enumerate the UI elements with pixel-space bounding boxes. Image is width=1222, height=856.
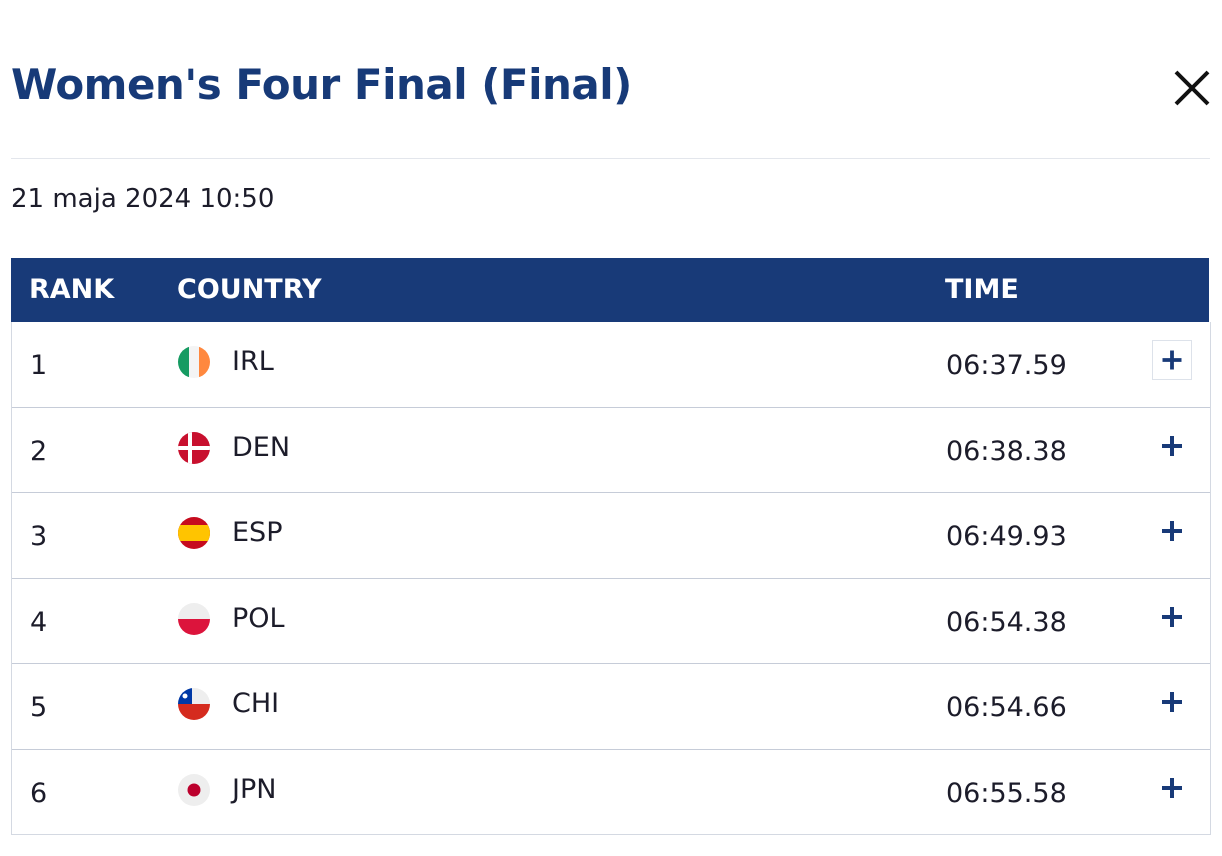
table-row: 2 DEN 06:38.38 <box>12 408 1210 493</box>
table-row: 5 CHI 06:54.66 <box>12 664 1210 750</box>
table-row: 4 POL 06:54.38 <box>12 579 1210 664</box>
expand-button[interactable] <box>1152 426 1192 466</box>
table-body: 1 IRL 06:37.59 2 DEN 06:38.38 3 ESP 06:4… <box>11 322 1211 835</box>
flag <box>178 773 210 806</box>
close-button[interactable] <box>1172 68 1212 108</box>
expand-button[interactable] <box>1152 768 1192 808</box>
flag <box>178 517 210 549</box>
flag <box>178 602 210 635</box>
time: 06:38.38 <box>946 435 1067 467</box>
country: IRL <box>232 346 274 377</box>
country: ESP <box>232 517 283 548</box>
rank: 3 <box>30 521 48 552</box>
country: CHI <box>232 688 280 719</box>
flag <box>178 346 210 378</box>
table-row: 6 JPN 06:55.58 <box>12 750 1210 835</box>
expand-button[interactable] <box>1152 511 1192 551</box>
rank: 6 <box>30 777 48 809</box>
rank: 5 <box>30 692 48 723</box>
column-header: RANK <box>29 274 115 305</box>
rank: 2 <box>30 435 48 467</box>
flag <box>178 431 210 464</box>
time: 06:54.66 <box>946 692 1067 723</box>
flag <box>178 688 210 720</box>
expand-button[interactable] <box>1152 340 1192 380</box>
country: JPN <box>232 773 277 805</box>
country: DEN <box>232 431 291 463</box>
separator <box>11 158 1210 159</box>
column-header: COUNTRY <box>177 274 322 305</box>
title: Women's Four Final (Final) <box>11 60 632 109</box>
table-row: 1 IRL 06:37.59 <box>12 322 1210 408</box>
time: 06:37.59 <box>946 350 1067 381</box>
rank: 4 <box>30 606 48 638</box>
column-header: TIME <box>945 274 1019 305</box>
expand-button[interactable] <box>1152 597 1192 637</box>
date: 21 maja 2024 10:50 <box>11 184 275 214</box>
country: POL <box>232 602 285 634</box>
table-header: RANK COUNTRY TIME <box>11 258 1209 322</box>
rank: 1 <box>30 350 48 381</box>
expand-button[interactable] <box>1152 682 1192 722</box>
time: 06:55.58 <box>946 777 1067 809</box>
table-row: 3 ESP 06:49.93 <box>12 493 1210 579</box>
time: 06:54.38 <box>946 606 1067 638</box>
time: 06:49.93 <box>946 521 1067 552</box>
